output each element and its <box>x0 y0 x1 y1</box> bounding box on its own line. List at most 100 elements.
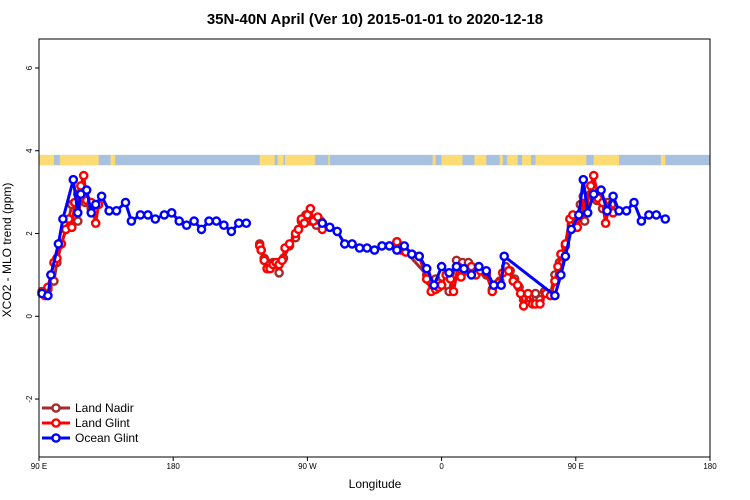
land-glint-point <box>305 203 316 214</box>
ocean-glint-point <box>150 214 161 224</box>
land-ocean-mask <box>39 154 710 166</box>
land-span <box>110 154 116 166</box>
legend-item-ocean-glint: Ocean Glint <box>42 431 139 445</box>
ocean-band <box>39 154 710 166</box>
ocean-glint-point <box>317 218 328 228</box>
land-glint-point <box>600 218 611 228</box>
land-glint-point <box>67 222 77 233</box>
ocean-glint-point <box>104 205 114 216</box>
land-span <box>259 154 275 166</box>
ocean-glint-point <box>459 263 469 274</box>
ocean-glint-point <box>135 210 146 220</box>
ocean-glint-point <box>406 249 417 259</box>
legend-label: Land Nadir <box>75 401 134 415</box>
ocean-glint-point <box>362 243 372 253</box>
land-glint-point <box>503 265 514 276</box>
plot-frame <box>38 38 711 458</box>
x-tick-label: 90 E <box>31 462 47 471</box>
ocean-glint-point <box>159 210 170 220</box>
ocean-glint-point <box>143 210 153 220</box>
y-tick-label: 0 <box>25 314 34 319</box>
ocean-glint-point <box>120 197 131 208</box>
legend-item-land-nadir: Land Nadir <box>42 401 134 415</box>
land-nadir-point <box>274 267 284 278</box>
ocean-glint-point <box>369 245 380 255</box>
ocean-glint-point <box>556 270 566 280</box>
legend-swatch-marker <box>51 418 61 428</box>
x-tick-label: 90 E <box>568 462 584 471</box>
ocean-glint-point <box>126 216 137 226</box>
series-layer <box>37 170 671 311</box>
y-tick-label: 6 <box>25 65 34 70</box>
ocean-glint-point <box>474 261 484 272</box>
land-span <box>499 154 503 166</box>
land-glint-point <box>512 280 523 291</box>
land-glint-point <box>312 212 323 222</box>
series-land-glint <box>37 170 618 311</box>
ocean-glint-point <box>429 280 439 291</box>
ocean-glint-point <box>560 251 571 262</box>
ocean-glint-point <box>481 265 492 276</box>
land-glint-point <box>259 255 270 266</box>
ocean-glint-point <box>96 191 107 202</box>
ocean-glint-point <box>588 189 599 199</box>
ocean-glint-point <box>596 185 606 195</box>
ocean-glint-point <box>377 241 387 251</box>
ocean-glint-point <box>68 174 79 185</box>
ocean-glint-point <box>189 216 199 226</box>
y-axis-label: XCO2 - MLO trend (ppm) <box>0 183 14 318</box>
ocean-glint-point <box>111 205 122 216</box>
ocean-glint-point <box>421 263 432 274</box>
ocean-glint-point <box>53 239 64 249</box>
x-tick-label: 90 W <box>298 462 317 471</box>
ocean-glint-point <box>339 239 350 249</box>
land-glint-point <box>466 261 477 272</box>
y-tick-label: 2 <box>25 231 34 236</box>
ocean-glint-point <box>73 207 83 218</box>
ocean-glint-line <box>41 178 247 298</box>
ocean-glint-point <box>629 197 639 208</box>
land-span <box>474 154 487 166</box>
legend-label: Ocean Glint <box>75 431 139 445</box>
ocean-glint-point <box>46 270 56 280</box>
land-glint-point <box>277 255 287 266</box>
land-glint-point <box>523 288 533 299</box>
ocean-glint-point <box>574 210 584 220</box>
land-glint-point <box>588 170 599 181</box>
x-tick-label: 0 <box>439 462 444 471</box>
ocean-glint-point <box>651 210 662 220</box>
land-nadir-point <box>579 216 590 226</box>
x-tick-label: 180 <box>703 462 717 471</box>
ocean-glint-point <box>347 239 357 249</box>
ocean-glint-point <box>241 218 252 228</box>
ocean-glint-point <box>196 224 207 235</box>
land-glint-point <box>456 272 466 282</box>
x-tick-label: 180 <box>167 462 181 471</box>
legend-item-land-glint: Land Glint <box>42 416 130 430</box>
land-span <box>39 154 54 166</box>
ocean-glint-point <box>204 216 214 226</box>
y-axis: -2 0 2 4 6 <box>25 65 39 403</box>
ocean-glint-point <box>499 251 510 262</box>
land-glint-point <box>448 286 459 297</box>
ocean-glint-point <box>488 280 499 291</box>
land-glint-point <box>293 224 304 235</box>
series-ocean-glint <box>37 174 671 301</box>
ocean-glint-point <box>86 207 96 218</box>
ocean-glint-point <box>58 214 68 224</box>
ocean-glint-point <box>166 207 177 218</box>
land-nadir-point <box>73 216 83 226</box>
ocean-glint-point <box>621 205 632 216</box>
ocean-glint-point <box>414 251 425 262</box>
ocean-glint-point <box>211 216 222 226</box>
land-glint-point <box>284 239 295 249</box>
ocean-glint-point <box>608 191 618 202</box>
ocean-glint-point <box>444 267 454 278</box>
chart-title: 35N-40N April (Ver 10) 2015-01-01 to 202… <box>207 11 543 28</box>
ocean-glint-point <box>436 261 447 272</box>
land-span <box>59 154 99 166</box>
land-span <box>660 154 666 166</box>
ocean-glint-point <box>384 241 395 251</box>
